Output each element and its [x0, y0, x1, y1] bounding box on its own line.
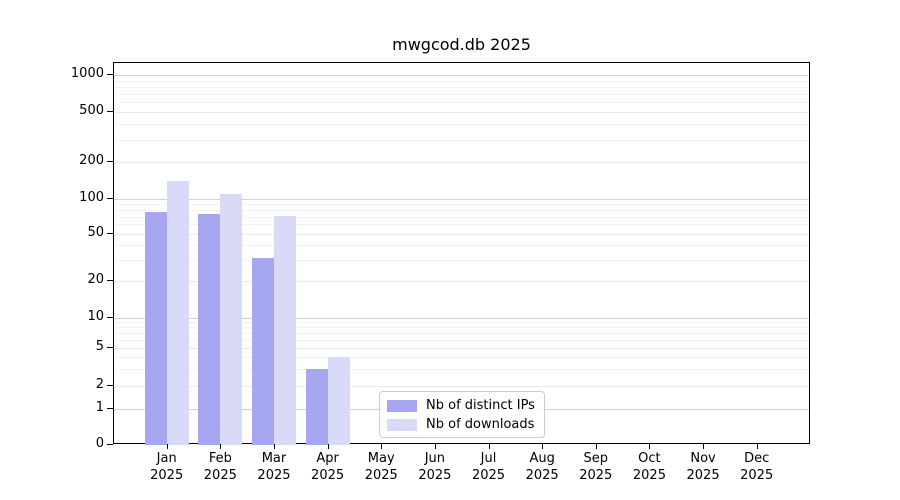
y-tick-mark: [107, 444, 113, 445]
x-tick-mark: [328, 444, 329, 449]
gridline: [114, 162, 809, 163]
gridline-minor: [114, 94, 809, 96]
gridline-minor: [114, 139, 809, 141]
legend: Nb of distinct IPs Nb of downloads: [379, 391, 545, 438]
gridline: [114, 281, 809, 282]
bar-distinct-ips-feb: [198, 213, 221, 445]
gridline-minor: [114, 86, 809, 88]
gridline-minor: [114, 124, 809, 126]
bar-distinct-ips-jan: [144, 211, 167, 445]
y-tick-label: 50: [87, 224, 104, 240]
x-tick-label: Jul 2025: [471, 451, 506, 483]
legend-item-downloads: Nb of downloads: [387, 416, 536, 433]
legend-item-distinct-ips: Nb of distinct IPs: [387, 397, 536, 414]
x-tick-label: Mar 2025: [257, 451, 291, 483]
gridline-minor: [114, 224, 809, 226]
gridline: [114, 347, 809, 349]
gridline: [114, 75, 809, 76]
x-tick-label: Sep 2025: [579, 451, 613, 483]
x-tick-label: Jun 2025: [418, 451, 452, 483]
y-tick-mark: [107, 74, 113, 75]
gridline-minor: [114, 80, 809, 82]
y-tick-mark: [107, 317, 113, 318]
y-tick-label: 200: [79, 153, 104, 168]
y-tick-label: 1000: [70, 66, 104, 81]
x-tick-label: Oct 2025: [632, 451, 666, 483]
bar-downloads-apr: [327, 357, 350, 445]
gridline: [114, 317, 809, 319]
x-tick-mark: [167, 444, 168, 449]
bar-distinct-ips-mar: [251, 258, 274, 445]
x-tick-mark: [649, 444, 650, 449]
gridline-minor: [114, 333, 809, 335]
y-tick-label: 100: [79, 189, 104, 205]
bar-downloads-feb: [220, 193, 243, 445]
y-tick-mark: [107, 233, 113, 234]
y-tick-mark: [107, 111, 113, 112]
gridline: [114, 198, 809, 200]
gridline-minor: [114, 209, 809, 211]
gridline-minor: [114, 357, 809, 359]
x-tick-mark: [220, 444, 221, 449]
y-tick-mark: [107, 161, 113, 162]
legend-label-distinct-ips: Nb of distinct IPs: [426, 398, 535, 413]
x-tick-mark: [435, 444, 436, 449]
chart-title: mwgcod.db 2025: [392, 35, 531, 54]
x-tick-mark: [542, 444, 543, 449]
bar-downloads-jan: [166, 180, 189, 445]
y-tick-mark: [107, 385, 113, 386]
gridline-minor: [114, 369, 809, 371]
x-tick-mark: [757, 444, 758, 449]
y-tick-label: 10: [87, 308, 104, 324]
y-tick-mark: [107, 198, 113, 199]
y-tick-label: 0: [95, 436, 104, 451]
gridline-minor: [114, 339, 809, 341]
y-tick-label: 500: [79, 103, 104, 118]
y-tick-mark: [107, 347, 113, 348]
y-tick-mark: [107, 408, 113, 409]
x-tick-label: Aug 2025: [525, 451, 559, 483]
gridline-minor: [114, 102, 809, 104]
gridline: [114, 233, 809, 235]
legend-label-downloads: Nb of downloads: [426, 417, 535, 432]
y-tick-label: 20: [87, 272, 104, 287]
x-tick-mark: [596, 444, 597, 449]
gridline-minor: [114, 204, 809, 206]
y-tick-label: 2: [95, 377, 104, 392]
gridline-minor: [114, 327, 809, 329]
gridline: [114, 112, 809, 113]
legend-swatch-downloads-icon: [387, 418, 417, 431]
x-tick-mark: [274, 444, 275, 449]
bar-downloads-mar: [273, 215, 296, 445]
x-tick-label: Dec 2025: [740, 451, 774, 483]
plot-area: [113, 62, 810, 445]
legend-swatch-distinct-ips-icon: [387, 399, 417, 412]
x-tick-label: Jan 2025: [150, 451, 184, 483]
gridline-minor: [114, 260, 809, 262]
gridline-minor: [114, 322, 809, 324]
x-tick-mark: [489, 444, 490, 449]
gridline-minor: [114, 245, 809, 247]
x-tick-label: Nov 2025: [686, 451, 720, 483]
y-tick-label: 1: [95, 400, 104, 416]
gridline-minor: [114, 216, 809, 218]
y-tick-mark: [107, 280, 113, 281]
x-tick-label: Feb 2025: [203, 451, 237, 483]
x-tick-label: Apr 2025: [311, 451, 345, 483]
x-tick-label: May 2025: [364, 451, 398, 483]
x-tick-mark: [381, 444, 382, 449]
x-tick-mark: [703, 444, 704, 449]
y-tick-label: 5: [95, 338, 104, 354]
gridline: [114, 386, 809, 387]
bar-distinct-ips-apr: [305, 369, 328, 445]
